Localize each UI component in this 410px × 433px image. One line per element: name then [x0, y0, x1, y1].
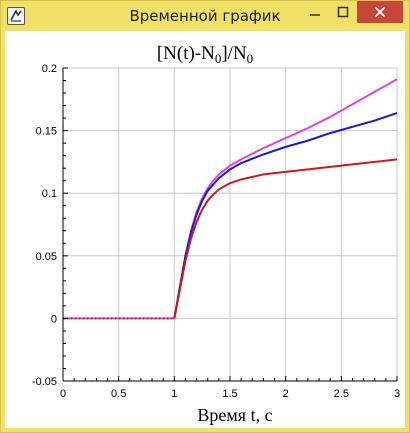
- series-lines: [63, 78, 398, 320]
- x-tick-label: 1.5: [222, 388, 237, 400]
- x-tick-label: 1: [171, 388, 177, 400]
- y-tick-labels: -0.05 0 0.05 0.1 0.15 0.2: [32, 63, 57, 388]
- close-button[interactable]: [357, 1, 403, 23]
- chart-title: [N(t)-N0]/N0: [157, 43, 253, 66]
- window-controls: [301, 1, 403, 23]
- y-tick-label: 0.2: [42, 63, 57, 75]
- close-icon: [374, 6, 386, 18]
- grid: [62, 67, 398, 382]
- y-tick-label: 0.1: [42, 188, 57, 200]
- x-axis-label: Время t, c: [197, 405, 272, 425]
- minimize-icon: [310, 14, 320, 16]
- x-tick-label: 0: [60, 388, 66, 400]
- series-line-2: [173, 112, 398, 319]
- axes: [62, 67, 398, 382]
- x-tick-label: 2.5: [334, 388, 349, 400]
- chart-title-mid: ]/N: [221, 43, 247, 64]
- x-tick-label: 2: [283, 388, 289, 400]
- y-tick-label: 0.05: [36, 251, 57, 263]
- title-bar[interactable]: Временной график: [1, 1, 409, 31]
- y-tick-label: -0.05: [32, 376, 57, 388]
- x-tick-labels: 0 0.5 1 1.5 2 2.5 3: [60, 388, 400, 400]
- chart-title-sub2: 0: [247, 51, 254, 66]
- y-tick-label: 0.15: [36, 126, 57, 138]
- line-chart: [N(t)-N0]/N0 0 0.5 1 1.5 2 2.5 3 -0.0500.050.1…: [32, 43, 400, 425]
- maximize-icon: [337, 6, 349, 18]
- chart-title-main: [N(t)-N: [157, 43, 215, 64]
- minimize-button[interactable]: [301, 1, 329, 23]
- x-tick-label: 3: [394, 388, 400, 400]
- app-logo-icon[interactable]: [7, 7, 25, 25]
- chart-title-sub1: 0: [215, 51, 222, 66]
- series-line-3: [173, 158, 398, 319]
- maximize-button[interactable]: [329, 1, 357, 23]
- y-tick-label: 0: [51, 313, 57, 325]
- chart-area: [N(t)-N0]/N0 0 0.5 1 1.5 2 2.5 3 -0.05 0 0.05 0.1…: [5, 31, 405, 428]
- x-tick-label: 0.5: [111, 388, 126, 400]
- window-title: Временной график: [129, 7, 281, 25]
